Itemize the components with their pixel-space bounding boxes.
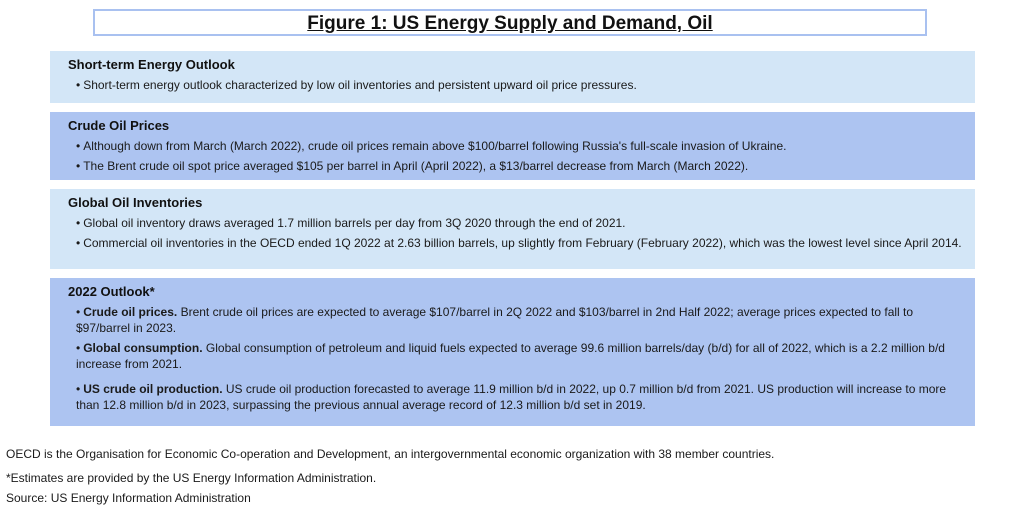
panel-heading: 2022 Outlook* [68, 284, 155, 299]
panel-heading: Global Oil Inventories [68, 195, 203, 210]
bullet-label: Global consumption. [83, 341, 203, 355]
bullet-text: Global consumption of petroleum and liqu… [76, 341, 945, 371]
bullet-item: • Commercial oil inventories in the OECD … [76, 235, 963, 251]
bullet-label: US crude oil production. [83, 382, 223, 396]
bullet-icon: • [76, 382, 81, 396]
bullet-icon: • [76, 78, 81, 92]
panel-heading: Short-term Energy Outlook [68, 57, 235, 72]
footnote-source: Source: US Energy Information Administra… [6, 491, 251, 505]
figure-title: Figure 1: US Energy Supply and Demand, O… [307, 13, 713, 34]
figure-title-box: Figure 1: US Energy Supply and Demand, O… [93, 9, 927, 36]
panel-global-oil-inventories: Global Oil Inventories • Global oil inven… [50, 189, 975, 269]
bullet-item: • Global consumption. Global consumption … [76, 340, 963, 372]
bullet-item: • The Brent crude oil spot price averaged… [76, 158, 963, 174]
bullet-text: Short-term energy outlook characterized … [83, 78, 637, 92]
bullet-item: • Global oil inventory draws averaged 1.7… [76, 215, 963, 231]
bullet-text: Although down from March (March 2022), c… [83, 139, 787, 153]
panel-crude-oil-prices: Crude Oil Prices • Although down from Mar… [50, 112, 975, 180]
bullet-icon: • [76, 236, 81, 250]
footnote-oecd: OECD is the Organisation for Economic Co… [6, 447, 775, 461]
bullet-text: Commercial oil inventories in the OECD e… [83, 236, 962, 250]
bullet-text: Global oil inventory draws averaged 1.7 … [83, 216, 626, 230]
bullet-icon: • [76, 139, 81, 153]
bullet-item: • Although down from March (March 2022), … [76, 138, 963, 154]
bullet-icon: • [76, 159, 81, 173]
panel-2022-outlook: 2022 Outlook* • Crude oil prices. Brent c… [50, 278, 975, 426]
panel-heading: Crude Oil Prices [68, 118, 170, 133]
bullet-icon: • [76, 305, 81, 319]
bullet-text: Brent crude oil prices are expected to a… [76, 305, 914, 335]
bullet-text: The Brent crude oil spot price averaged … [83, 159, 749, 173]
bullet-item: • Crude oil prices. Brent crude oil price… [76, 304, 963, 336]
bullet-icon: • [76, 216, 81, 230]
bullet-label: Crude oil prices. [83, 305, 178, 319]
bullet-text: US crude oil production forecasted to av… [76, 382, 947, 412]
bullet-item: • US crude oil production. US crude oil p… [76, 381, 963, 413]
footnote-estimates: *Estimates are provided by the US Energy… [6, 471, 377, 485]
bullet-item: • Short-term energy outlook characterized… [76, 77, 963, 93]
panel-short-term-outlook: Short-term Energy Outlook • Short-term en… [50, 51, 975, 103]
bullet-icon: • [76, 341, 81, 355]
